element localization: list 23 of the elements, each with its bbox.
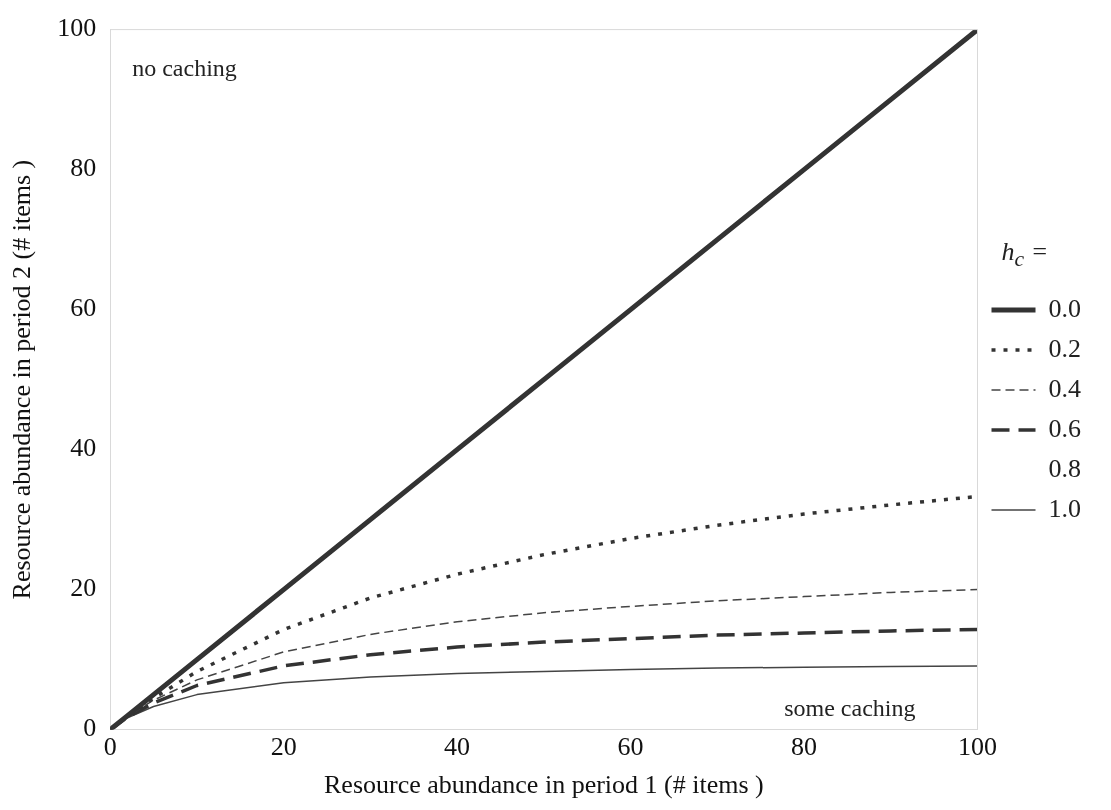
- legend-label: 0.6: [1048, 413, 1081, 443]
- legend-label: 0.4: [1048, 373, 1081, 403]
- x-tick-label: 40: [444, 732, 471, 762]
- x-tick-label: 80: [791, 732, 818, 762]
- x-tick-label: 20: [270, 732, 297, 762]
- x-tick-label: 100: [958, 732, 997, 762]
- annotation: some caching: [784, 694, 916, 721]
- legend-title: h$_{c}$ =: [1001, 237, 1049, 273]
- annotation: no caching: [132, 54, 237, 81]
- legend-label: 0.2: [1048, 333, 1081, 363]
- y-tick-label: 20: [70, 573, 97, 603]
- y-tick-label: 80: [70, 153, 97, 183]
- legend-label: 1.0: [1048, 493, 1081, 523]
- legend-label: 0.0: [1048, 293, 1081, 323]
- x-tick-label: 0: [103, 732, 117, 762]
- x-axis-title: Resource abundance in period 1 (# items ): [324, 770, 764, 800]
- y-tick-label: 40: [70, 433, 97, 463]
- y-tick-label: 100: [57, 13, 97, 43]
- y-tick-label: 0: [83, 713, 97, 743]
- y-axis-title: Resource abundance in period 2 (# items ): [7, 159, 37, 600]
- x-tick-label: 60: [617, 732, 644, 762]
- y-tick-label: 60: [70, 293, 97, 323]
- text: 0.8: [1048, 453, 1081, 483]
